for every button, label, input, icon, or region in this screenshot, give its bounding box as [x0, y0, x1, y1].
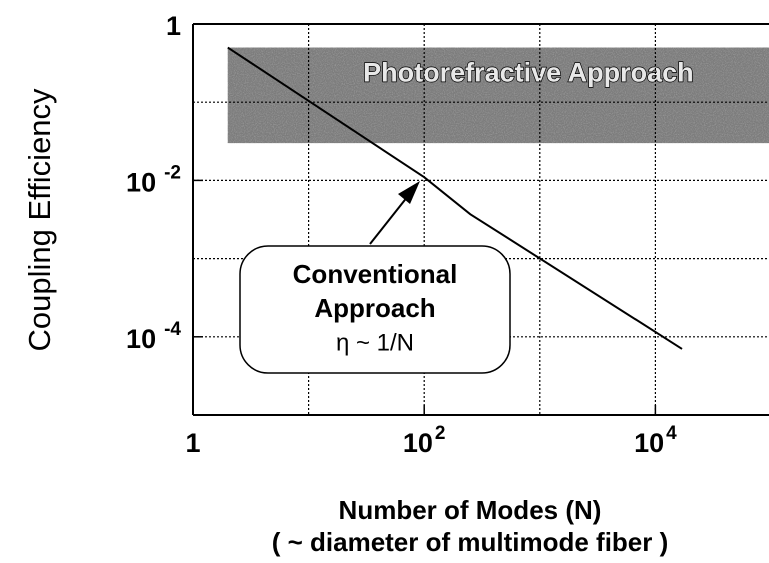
x-tick-label: 10 2 — [403, 423, 446, 458]
band-texture — [227, 47, 769, 144]
y-tick-label: 1 — [166, 11, 181, 41]
arrow-shaft — [369, 195, 409, 245]
arrow-head — [398, 181, 420, 204]
y-axis-label: Coupling Efficiency — [22, 88, 57, 352]
annotation: η ~ 1/N — [336, 329, 414, 356]
annotation-box — [239, 245, 511, 374]
band-label: Photorefractive Approach — [363, 58, 694, 88]
y-tick-label: 10 -2 — [126, 162, 181, 197]
annotation: Conventional — [293, 259, 458, 289]
x-tick-label: 10 4 — [634, 423, 677, 458]
x-axis-label: Number of Modes (N) — [339, 495, 602, 525]
line — [227, 46, 683, 350]
annotation: Approach — [314, 293, 435, 323]
y-tick-label: 10 -4 — [126, 319, 181, 354]
x-axis-label: ( ~ diameter of multimode fiber ) — [272, 527, 669, 557]
x-tick-label: 1 — [185, 428, 200, 458]
